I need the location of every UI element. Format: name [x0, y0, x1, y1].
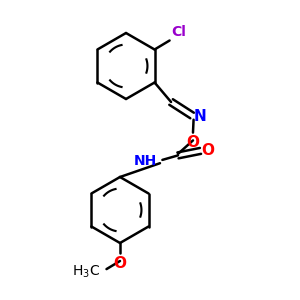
Text: O: O	[202, 143, 215, 158]
Text: $\mathregular{H_3C}$: $\mathregular{H_3C}$	[72, 264, 100, 280]
Text: O: O	[113, 256, 127, 271]
Text: N: N	[194, 109, 206, 124]
Text: O: O	[187, 135, 200, 150]
Text: Cl: Cl	[171, 25, 186, 39]
Text: NH: NH	[134, 154, 157, 168]
